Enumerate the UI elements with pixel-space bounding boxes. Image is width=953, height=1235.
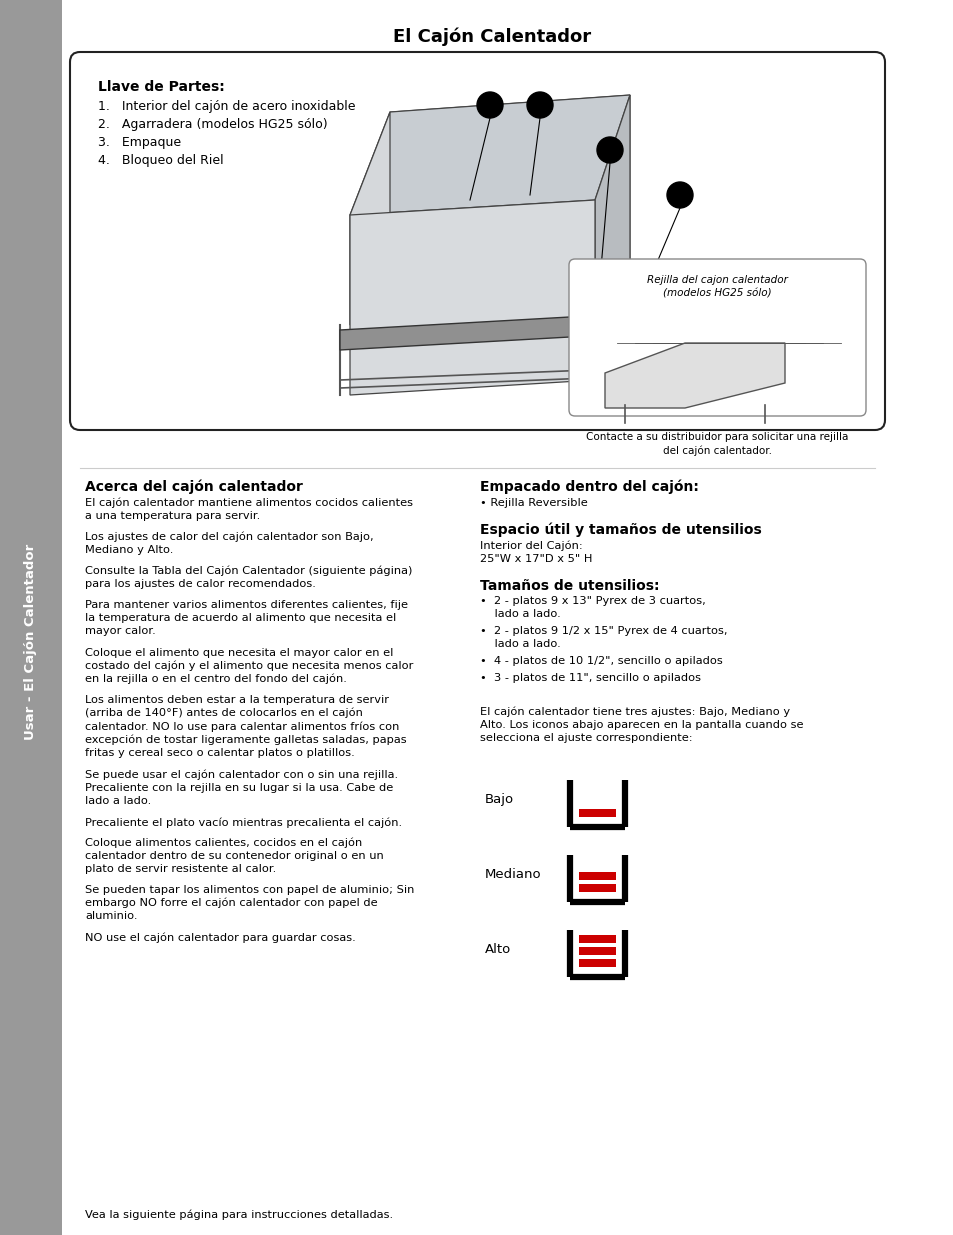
Text: El cajón calentador tiene tres ajustes: Bajo, Mediano y
Alto. Los iconos abajo a: El cajón calentador tiene tres ajustes: …: [479, 706, 802, 742]
Polygon shape: [350, 112, 390, 325]
Text: •  3 - platos de 11", sencillo o apilados: • 3 - platos de 11", sencillo o apilados: [479, 673, 700, 683]
Bar: [578, 884, 616, 892]
Text: Alto: Alto: [484, 944, 511, 956]
Text: Usar - El Cajón Calentador: Usar - El Cajón Calentador: [25, 545, 37, 740]
FancyBboxPatch shape: [70, 52, 884, 430]
Text: El Cajón Calentador: El Cajón Calentador: [393, 28, 591, 47]
Circle shape: [526, 91, 553, 119]
Bar: [578, 960, 616, 967]
Bar: [578, 809, 616, 818]
Polygon shape: [350, 200, 595, 395]
Polygon shape: [390, 95, 629, 310]
Circle shape: [666, 182, 692, 207]
Text: Para mantener varios alimentos diferentes calientes, fije
la temperatura de acue: Para mantener varios alimentos diferente…: [85, 600, 408, 636]
Text: •  2 - platos 9 x 13" Pyrex de 3 cuartos,
    lado a lado.: • 2 - platos 9 x 13" Pyrex de 3 cuartos,…: [479, 597, 705, 619]
Text: •  4 - platos de 10 1/2", sencillo o apilados: • 4 - platos de 10 1/2", sencillo o apil…: [479, 657, 722, 667]
Text: 4.   Bloqueo del Riel: 4. Bloqueo del Riel: [98, 154, 223, 167]
Text: 1.   Interior del cajón de acero inoxidable: 1. Interior del cajón de acero inoxidabl…: [98, 100, 355, 112]
Text: Empacado dentro del cajón:: Empacado dentro del cajón:: [479, 480, 699, 494]
Text: Llave de Partes:: Llave de Partes:: [98, 80, 225, 94]
Text: El cajón calentador mantiene alimentos cocidos calientes
a una temperatura para : El cajón calentador mantiene alimentos c…: [85, 498, 413, 521]
Text: Se pueden tapar los alimentos con papel de aluminio; Sin
embargo NO forre el caj: Se pueden tapar los alimentos con papel …: [85, 885, 414, 921]
Text: Los alimentos deben estar a la temperatura de servir
(arriba de 140°F) antes de : Los alimentos deben estar a la temperatu…: [85, 695, 406, 758]
Text: NO use el cajón calentador para guardar cosas.: NO use el cajón calentador para guardar …: [85, 932, 355, 944]
Text: Mediano: Mediano: [484, 868, 541, 881]
Bar: [578, 935, 616, 944]
FancyBboxPatch shape: [568, 259, 865, 416]
Text: Vea la siguiente página para instrucciones detalladas.: Vea la siguiente página para instruccion…: [85, 1210, 393, 1220]
Text: Se puede usar el cajón calentador con o sin una rejilla.
Precaliente con la reji: Se puede usar el cajón calentador con o …: [85, 769, 397, 805]
Text: Coloque el alimento que necesita el mayor calor en el
costado del cajón y el ali: Coloque el alimento que necesita el mayo…: [85, 647, 413, 684]
Text: • Rejilla Reversible: • Rejilla Reversible: [479, 498, 587, 508]
Polygon shape: [339, 315, 604, 350]
Text: Tamaños de utensilios:: Tamaños de utensilios:: [479, 578, 659, 593]
Text: Precaliente el plato vacío mientras precalienta el cajón.: Precaliente el plato vacío mientras prec…: [85, 818, 402, 827]
Text: •  2 - platos 9 1/2 x 15" Pyrex de 4 cuartos,
    lado a lado.: • 2 - platos 9 1/2 x 15" Pyrex de 4 cuar…: [479, 626, 727, 650]
Polygon shape: [604, 343, 784, 408]
Text: Coloque alimentos calientes, cocidos en el cajón
calentador dentro de su contene: Coloque alimentos calientes, cocidos en …: [85, 837, 383, 873]
Text: 3.   Empaque: 3. Empaque: [98, 136, 181, 149]
Bar: [0, 0, 62, 1235]
Polygon shape: [350, 95, 629, 215]
Text: Consulte la Tabla del Cajón Calentador (siguiente página)
para los ajustes de ca: Consulte la Tabla del Cajón Calentador (…: [85, 566, 412, 589]
Text: Bajo: Bajo: [484, 793, 514, 806]
Text: 2.   Agarradera (modelos HG25 sólo): 2. Agarradera (modelos HG25 sólo): [98, 119, 327, 131]
Polygon shape: [595, 95, 629, 315]
Circle shape: [476, 91, 502, 119]
Text: Espacio útil y tamaños de utensilios: Espacio útil y tamaños de utensilios: [479, 522, 760, 537]
Text: 25"W x 17"D x 5" H: 25"W x 17"D x 5" H: [479, 555, 592, 564]
Text: Interior del Cajón:: Interior del Cajón:: [479, 541, 582, 551]
Circle shape: [597, 137, 622, 163]
Text: Contacte a su distribuidor para solicitar una rejilla
del cajón calentador.: Contacte a su distribuidor para solicita…: [586, 432, 848, 456]
Text: Los ajustes de calor del cajón calentador son Bajo,
Mediano y Alto.: Los ajustes de calor del cajón calentado…: [85, 532, 374, 556]
Text: Acerca del cajón calentador: Acerca del cajón calentador: [85, 480, 302, 494]
Bar: [578, 947, 616, 955]
Bar: [578, 872, 616, 881]
Text: Rejilla del cajon calentador
(modelos HG25 sólo): Rejilla del cajon calentador (modelos HG…: [646, 275, 787, 298]
